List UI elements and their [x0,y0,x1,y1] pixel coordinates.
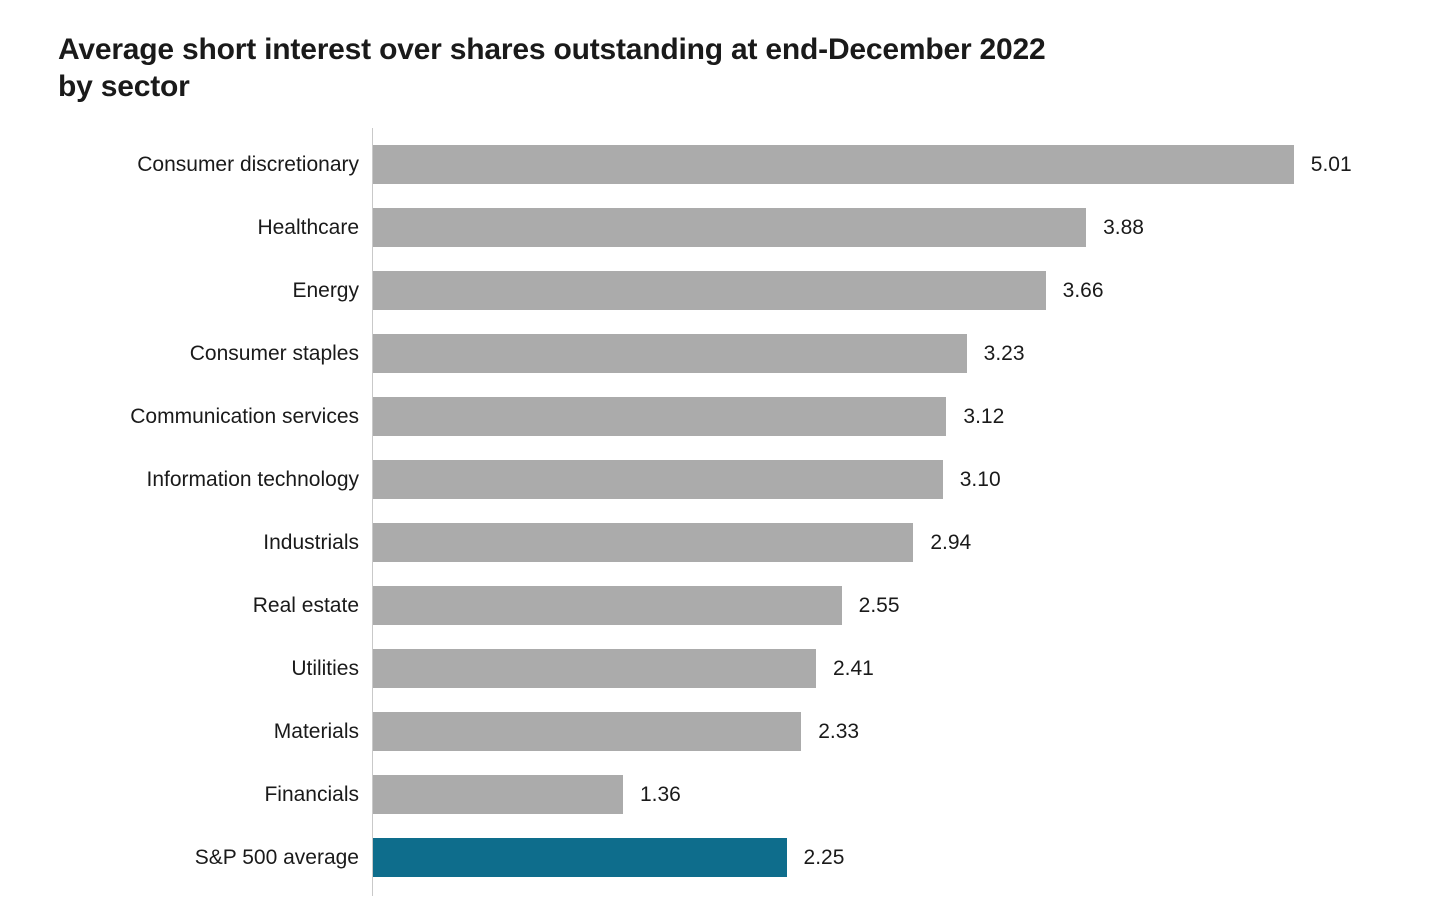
bar [373,145,1294,184]
value-label: 2.55 [858,593,900,617]
value-label: 2.94 [930,530,972,554]
bar [373,397,947,436]
chart-title: Average short interest over shares outst… [58,31,1319,105]
bar-track: 3.66 [372,259,1439,322]
chart-title-line1: Average short interest over shares outst… [58,33,1046,66]
chart-title-line2: by sector [58,70,190,103]
bar [373,334,967,373]
bar [373,523,914,562]
category-label: S&P 500 average [194,845,359,869]
category-label: Real estate [252,593,359,617]
chart-row: Financials 1.36 [0,763,1439,826]
bar-track: 2.41 [372,637,1439,700]
value-label: 3.12 [963,404,1005,428]
value-label: 3.88 [1103,215,1144,239]
bar-track: 2.33 [372,700,1439,763]
category-label: Consumer staples [189,341,359,365]
value-label: 1.36 [639,782,681,806]
bar [373,775,623,814]
bar-track: 2.25 [372,826,1439,889]
bar-highlighted [373,838,787,877]
value-label: 3.23 [983,341,1025,365]
chart-row: Energy 3.66 [0,259,1439,322]
bar-track: 5.01 [372,133,1439,196]
category-label: Energy [292,278,359,302]
chart-row: Communication services 3.12 [0,385,1439,448]
category-label: Utilities [291,656,359,680]
value-label: 2.41 [832,656,874,680]
category-label: Communication services [130,404,359,428]
category-label: Consumer discretionary [137,152,359,176]
chart-row: Real estate 2.55 [0,574,1439,637]
chart-row: S&P 500 average 2.25 [0,826,1439,889]
bar-track: 1.36 [372,763,1439,826]
bar-track: 3.10 [372,448,1439,511]
bar-track: 3.12 [372,385,1439,448]
category-label: Healthcare [257,215,359,239]
chart-row: Healthcare 3.88 [0,196,1439,259]
bar-track: 3.23 [372,322,1439,385]
bar [373,460,943,499]
bar [373,271,1046,310]
chart-row: Consumer discretionary 5.01 [0,133,1439,196]
category-label: Materials [273,719,359,743]
bar-chart: Consumer discretionary 5.01 Healthcare 3.88… [0,128,1439,896]
category-label: Information technology [146,467,359,491]
bar-track: 2.55 [372,574,1439,637]
bar-track: 2.94 [372,511,1439,574]
chart-row: Materials 2.33 [0,700,1439,763]
chart-row: Information technology 3.10 [0,448,1439,511]
value-label: 3.10 [959,467,1001,491]
value-label: 3.66 [1062,278,1104,302]
category-label: Financials [264,782,359,806]
category-label: Industrials [263,530,359,554]
bar-rows: Consumer discretionary 5.01 Healthcare 3.88… [0,133,1439,889]
bar [373,712,802,751]
bar [373,649,816,688]
value-label: 5.01 [1310,152,1352,176]
bar [373,208,1087,247]
chart-row: Utilities 2.41 [0,637,1439,700]
bar [373,586,842,625]
chart-row: Industrials 2.94 [0,511,1439,574]
value-label: 2.25 [803,845,845,869]
value-label: 2.33 [818,719,860,743]
bar-track: 3.88 [372,196,1439,259]
chart-row: Consumer staples 3.23 [0,322,1439,385]
